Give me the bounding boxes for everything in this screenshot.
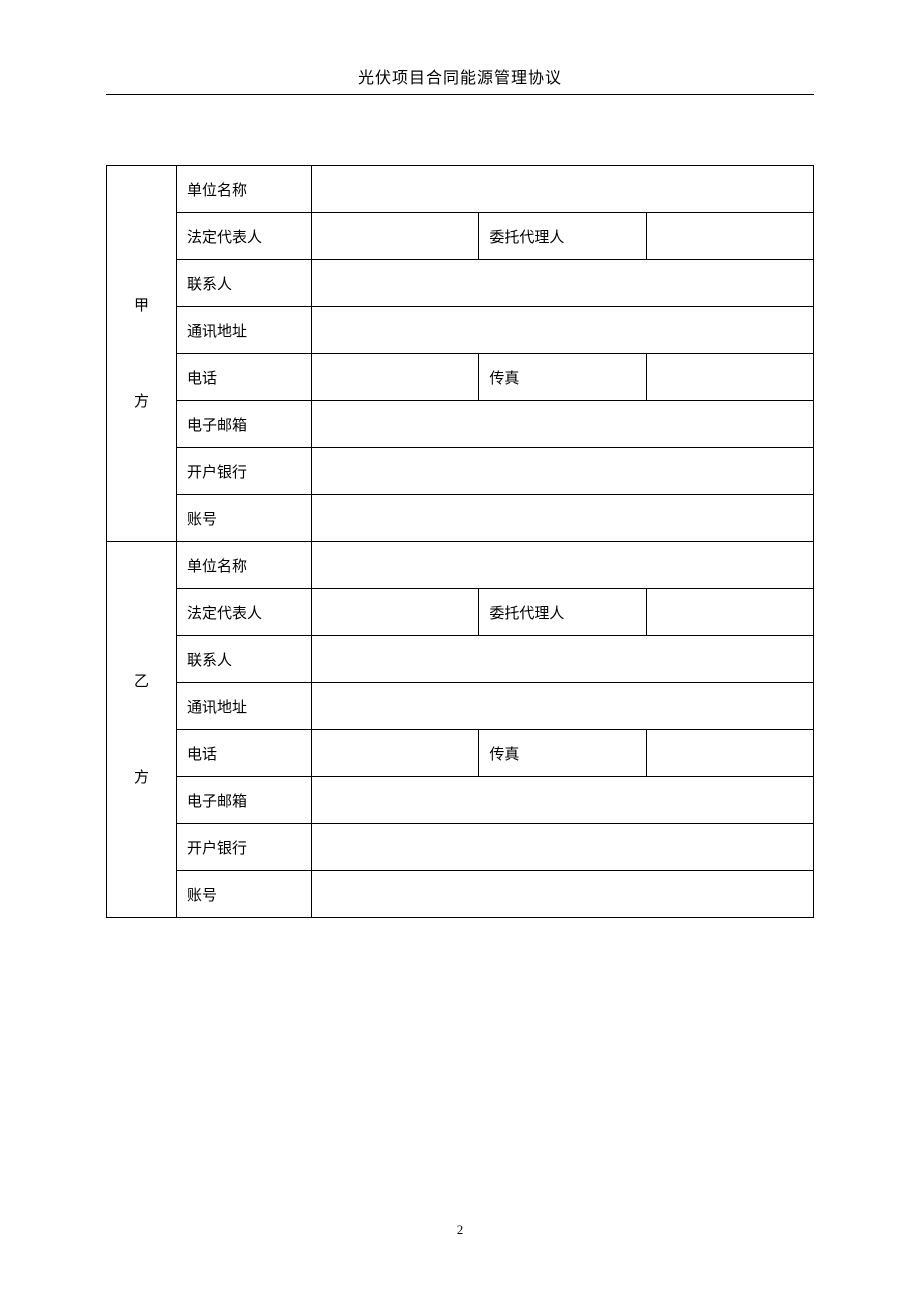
label-agent-b: 委托代理人 xyxy=(479,589,646,636)
value-unit-name-b xyxy=(312,542,814,589)
value-legal-rep-b xyxy=(312,589,479,636)
label-fax-b: 传真 xyxy=(479,730,646,777)
table-row: 电子邮箱 xyxy=(107,777,814,824)
value-contact xyxy=(312,260,814,307)
value-fax-b xyxy=(646,730,813,777)
value-agent-b xyxy=(646,589,813,636)
label-phone-b: 电话 xyxy=(177,730,312,777)
value-account-b xyxy=(312,871,814,918)
value-phone xyxy=(312,354,479,401)
label-account: 账号 xyxy=(177,495,312,542)
table-row: 通讯地址 xyxy=(107,683,814,730)
value-address xyxy=(312,307,814,354)
label-bank: 开户银行 xyxy=(177,448,312,495)
label-fax: 传真 xyxy=(479,354,646,401)
party-b-header: 乙方 xyxy=(107,542,177,918)
contract-parties-table: 甲方 单位名称 法定代表人 委托代理人 联系人 通讯地址 电话 传真 电子邮箱 xyxy=(106,165,814,918)
table-row: 法定代表人 委托代理人 xyxy=(107,589,814,636)
table-row: 开户银行 xyxy=(107,448,814,495)
value-email xyxy=(312,401,814,448)
value-address-b xyxy=(312,683,814,730)
label-phone: 电话 xyxy=(177,354,312,401)
table-row: 电话 传真 xyxy=(107,730,814,777)
table-row: 联系人 xyxy=(107,260,814,307)
value-email-b xyxy=(312,777,814,824)
document-title: 光伏项目合同能源管理协议 xyxy=(0,64,920,94)
label-bank-b: 开户银行 xyxy=(177,824,312,871)
table-row: 乙方 单位名称 xyxy=(107,542,814,589)
value-phone-b xyxy=(312,730,479,777)
table-row: 开户银行 xyxy=(107,824,814,871)
label-contact: 联系人 xyxy=(177,260,312,307)
value-account xyxy=(312,495,814,542)
label-address-b: 通讯地址 xyxy=(177,683,312,730)
label-email: 电子邮箱 xyxy=(177,401,312,448)
table-row: 法定代表人 委托代理人 xyxy=(107,213,814,260)
value-fax xyxy=(646,354,813,401)
label-legal-rep-b: 法定代表人 xyxy=(177,589,312,636)
label-email-b: 电子邮箱 xyxy=(177,777,312,824)
value-bank xyxy=(312,448,814,495)
value-unit-name xyxy=(312,166,814,213)
value-legal-rep xyxy=(312,213,479,260)
label-legal-rep: 法定代表人 xyxy=(177,213,312,260)
party-a-header: 甲方 xyxy=(107,166,177,542)
contract-table-container: 甲方 单位名称 法定代表人 委托代理人 联系人 通讯地址 电话 传真 电子邮箱 xyxy=(106,165,814,918)
label-unit-name-b: 单位名称 xyxy=(177,542,312,589)
label-contact-b: 联系人 xyxy=(177,636,312,683)
page-header: 光伏项目合同能源管理协议 xyxy=(0,0,920,95)
label-address: 通讯地址 xyxy=(177,307,312,354)
label-unit-name: 单位名称 xyxy=(177,166,312,213)
table-row: 账号 xyxy=(107,495,814,542)
page-number: 2 xyxy=(0,1222,920,1238)
label-agent: 委托代理人 xyxy=(479,213,646,260)
table-row: 电子邮箱 xyxy=(107,401,814,448)
table-row: 通讯地址 xyxy=(107,307,814,354)
header-underline xyxy=(106,94,814,95)
value-agent xyxy=(646,213,813,260)
label-account-b: 账号 xyxy=(177,871,312,918)
table-row: 甲方 单位名称 xyxy=(107,166,814,213)
value-contact-b xyxy=(312,636,814,683)
table-row: 联系人 xyxy=(107,636,814,683)
table-row: 电话 传真 xyxy=(107,354,814,401)
value-bank-b xyxy=(312,824,814,871)
table-row: 账号 xyxy=(107,871,814,918)
